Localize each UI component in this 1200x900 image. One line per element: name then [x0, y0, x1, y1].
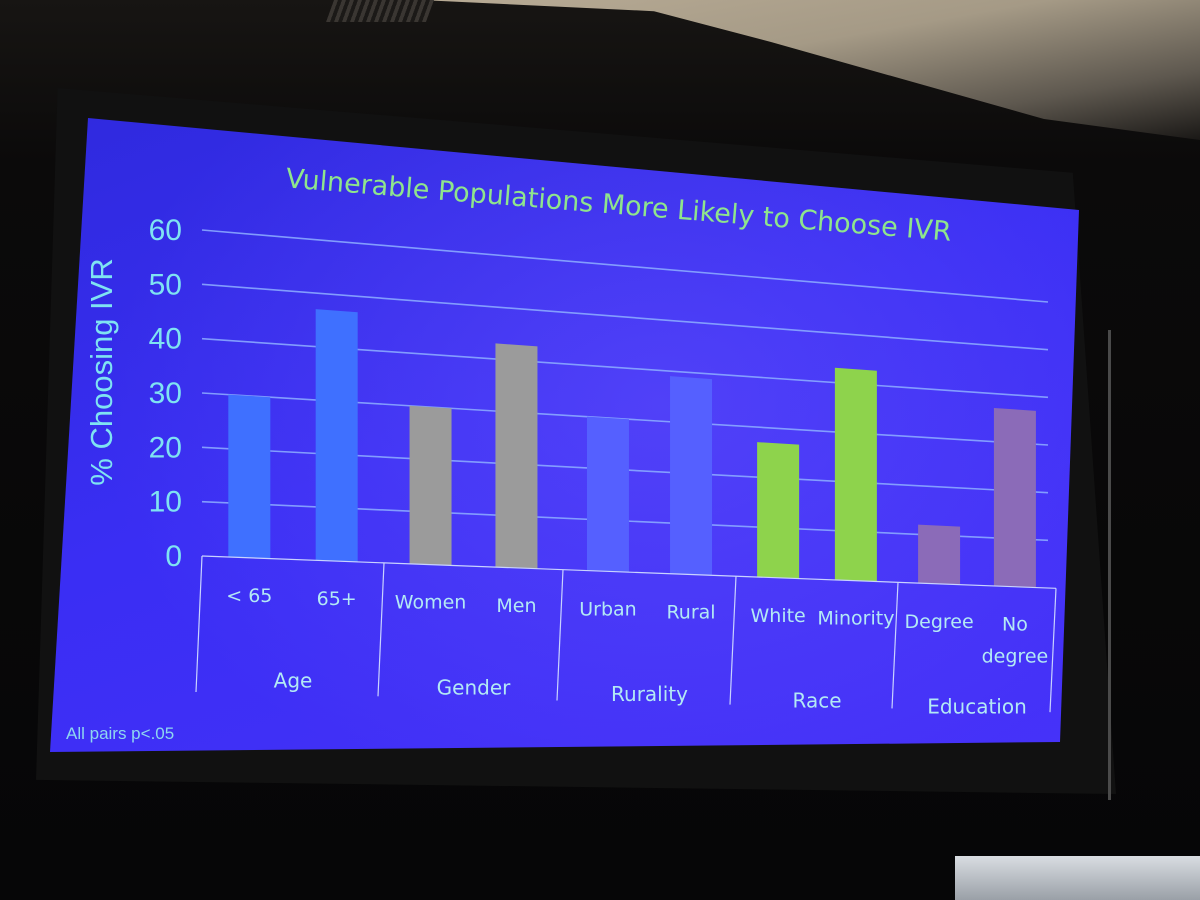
- gridline: [201, 229, 1049, 303]
- table-divider: [195, 555, 203, 693]
- group-label: Education: [927, 694, 1027, 718]
- y-tick-label: 40: [149, 323, 182, 356]
- y-tick-label: 30: [149, 377, 182, 410]
- y-tick-label: 0: [165, 540, 182, 573]
- category-label: Degree: [905, 611, 974, 633]
- bar-no-degree: [993, 408, 1036, 588]
- y-tick-label: 20: [149, 431, 182, 464]
- y-tick-label: 10: [149, 486, 182, 519]
- y-axis-ticks: 0 10 20 30 40 50 60: [149, 214, 182, 573]
- category-label: Rural: [666, 601, 715, 623]
- y-tick-label: 50: [149, 268, 182, 301]
- category-label: Men: [496, 595, 536, 617]
- table-divider: [377, 562, 385, 697]
- bar-65: [315, 309, 358, 562]
- y-axis-label: % Choosing IVR: [84, 258, 119, 485]
- category-table: < 65 65+ Age Women Men Gender Urban Rural Rurali…: [195, 555, 1057, 718]
- category-label: Minority: [817, 608, 894, 630]
- bar-white: [757, 442, 800, 579]
- table-divider: [891, 582, 899, 709]
- y-tick-label: 60: [149, 214, 182, 247]
- category-label: Urban: [579, 598, 636, 620]
- group-label: Race: [792, 688, 841, 712]
- category-label: Women: [395, 592, 467, 614]
- group-label: Rurality: [611, 682, 688, 706]
- bar-degree: [918, 524, 961, 585]
- bar-urban: [586, 416, 629, 573]
- bars: [228, 309, 1036, 588]
- bar-rural: [670, 376, 713, 576]
- category-label: White: [750, 605, 805, 627]
- group-label: Gender: [437, 675, 511, 699]
- bar-minority: [834, 367, 877, 582]
- bar-65: [228, 394, 271, 559]
- group-label: Age: [274, 668, 313, 692]
- table-divider: [556, 569, 564, 701]
- screen-edge: [1108, 330, 1111, 800]
- x-axis-line: [201, 555, 1057, 589]
- chart-title: Vulnerable Populations More Likely to Ch…: [285, 163, 953, 247]
- category-label: < 65: [226, 585, 272, 607]
- category-label: No degree: [982, 614, 1049, 668]
- table-divider: [729, 576, 737, 705]
- table-divider: [1049, 588, 1057, 713]
- podium: [955, 856, 1200, 900]
- bar-women: [409, 405, 452, 566]
- gridline: [201, 283, 1049, 351]
- significance-note: All pairs p<.05: [66, 724, 174, 743]
- category-label: 65+: [317, 588, 357, 610]
- bar-men: [495, 343, 538, 569]
